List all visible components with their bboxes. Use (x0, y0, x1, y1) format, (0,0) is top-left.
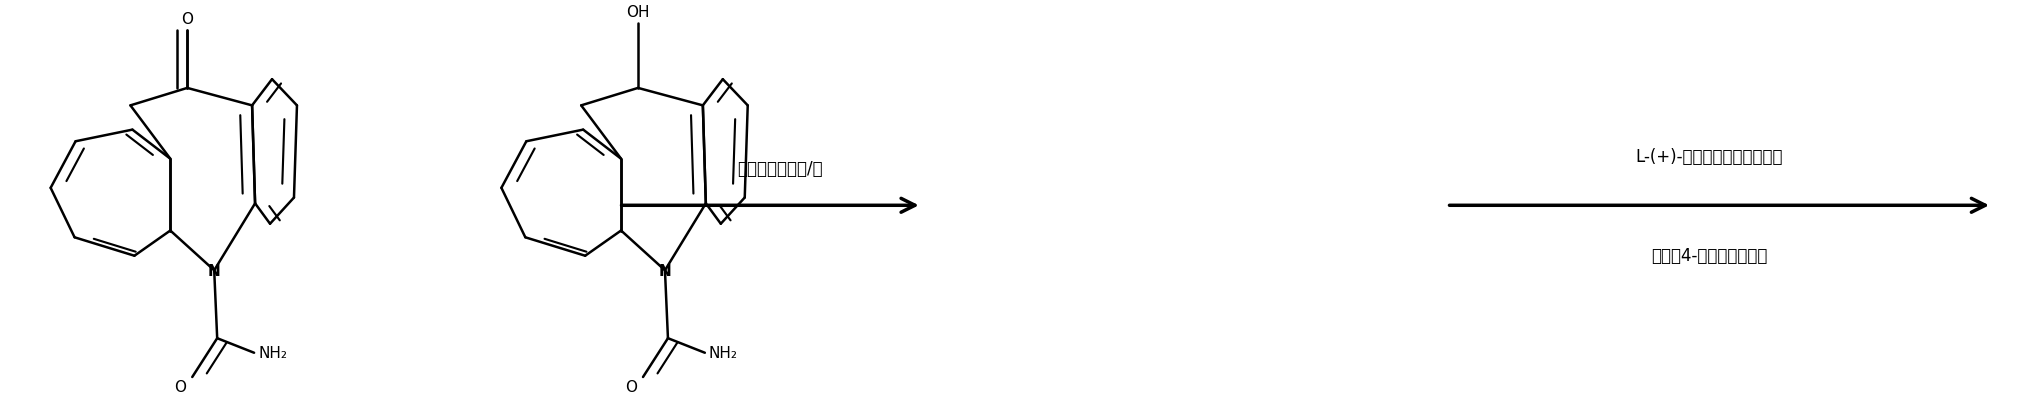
Text: 吡啶，4-二甲基氨基吡啶: 吡啶，4-二甲基氨基吡啶 (1650, 246, 1768, 264)
Text: O: O (174, 379, 186, 394)
Text: O: O (626, 379, 638, 394)
Text: N: N (209, 263, 221, 278)
Text: 硼氢化钠，乙醇/水: 硼氢化钠，乙醇/水 (737, 160, 822, 177)
Text: O: O (182, 12, 192, 27)
Text: OH: OH (626, 5, 650, 20)
Text: N: N (658, 263, 672, 278)
Text: L-(+)-酒石酸，乙酸酐，硫酸: L-(+)-酒石酸，乙酸酐，硫酸 (1636, 148, 1782, 166)
Text: NH₂: NH₂ (709, 345, 737, 360)
Text: NH₂: NH₂ (257, 345, 288, 360)
